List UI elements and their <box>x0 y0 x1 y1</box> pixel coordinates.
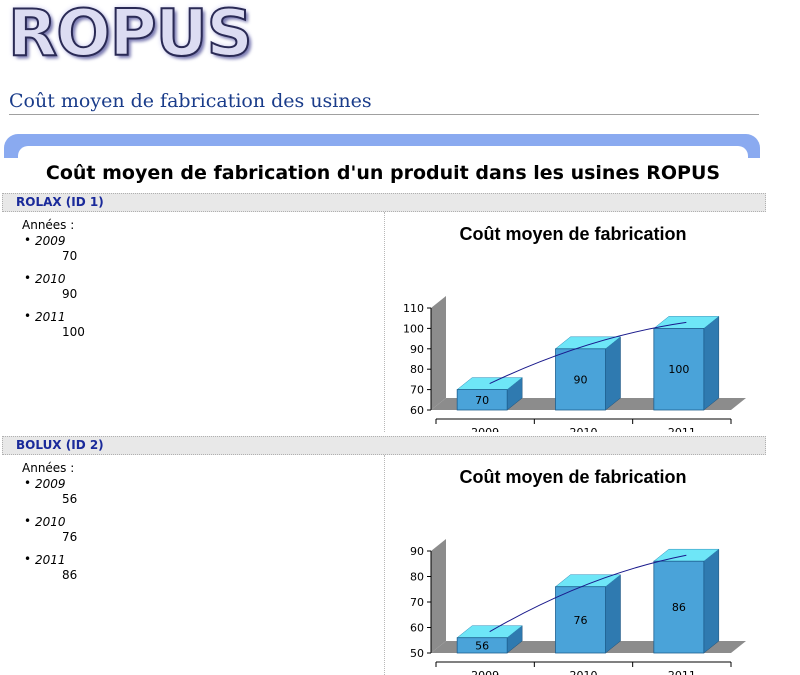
factory-panel-rolax: ROLAX (ID 1) Années : • 2009 70 • 2010 90 • 2… <box>2 193 766 432</box>
year-label: 2009 <box>35 234 66 248</box>
years-list: Années : • 2009 56 • 2010 76 • 2011 86 <box>22 461 77 591</box>
data-label: 90 <box>574 373 588 386</box>
y-tick-label: 90 <box>410 343 424 356</box>
year-label: 2010 <box>35 515 66 529</box>
bar <box>555 348 606 411</box>
bar-chart: 60 70 80 90 100 110 70 2009 90 2010 100 2011 <box>403 296 746 432</box>
x-tick-label: 2009 <box>471 669 499 675</box>
year-label: 2009 <box>35 477 66 491</box>
chart-container: Coût moyen de fabrication 60 70 80 90 100 110… <box>386 212 768 432</box>
chart-container: Coût moyen de fabrication 50607080905620… <box>386 455 768 675</box>
bar <box>456 389 508 411</box>
factory-panel-bolux: BOLUX (ID 2) Années : • 2009 56 • 2010 76 • 2… <box>2 436 766 675</box>
factory-header: ROLAX (ID 1) <box>2 193 766 212</box>
bar <box>653 328 705 411</box>
x-tick-label: 2010 <box>570 669 598 675</box>
list-item: • 2011 100 <box>24 309 85 339</box>
y-tick-label: 100 <box>403 322 424 335</box>
year-label: 2011 <box>35 553 66 567</box>
section-title: Coût moyen de fabrication d'un produit d… <box>45 162 721 184</box>
y-tick-label: 50 <box>410 647 424 660</box>
column-divider <box>384 212 385 432</box>
y-tick-label: 90 <box>410 545 424 558</box>
factory-body: Années : • 2009 70 • 2010 90 • 2011 100 Coût m… <box>2 212 766 432</box>
years-list: Années : • 2009 70 • 2010 90 • 2011 100 <box>22 218 85 348</box>
year-value: 86 <box>62 568 78 582</box>
data-label: 100 <box>668 363 689 376</box>
trend-line <box>489 554 687 633</box>
years-label: Années : <box>22 461 75 475</box>
page-title: Coût moyen de fabrication des usines <box>9 90 759 115</box>
list-item: • 2010 76 <box>24 514 78 544</box>
y-tick-label: 60 <box>410 622 424 635</box>
decorative-band-inner <box>18 146 748 160</box>
list-item: • 2011 86 <box>24 552 78 582</box>
chart-title: Coût moyen de fabrication <box>459 224 687 244</box>
y-tick-label: 70 <box>410 596 424 609</box>
y-tick-label: 80 <box>410 363 424 376</box>
x-tick-label: 2009 <box>471 426 499 432</box>
data-label: 70 <box>475 394 489 407</box>
year-value: 56 <box>62 492 78 506</box>
data-label: 86 <box>672 601 686 614</box>
years-label: Années : <box>22 218 75 232</box>
chart-title: Coût moyen de fabrication <box>459 467 687 487</box>
year-value: 76 <box>62 530 78 544</box>
chart-back-wall <box>431 539 446 653</box>
y-tick-label: 60 <box>410 404 424 417</box>
column-divider <box>384 455 385 675</box>
year-value: 100 <box>62 325 85 339</box>
bar-chart: 5060708090562009762010862011 <box>410 539 746 675</box>
year-label: 2010 <box>35 272 66 286</box>
data-label: 76 <box>574 614 588 627</box>
x-tick-label: 2010 <box>570 426 598 432</box>
y-tick-label: 70 <box>410 384 424 397</box>
year-value: 90 <box>62 287 78 301</box>
bar-side <box>605 336 621 411</box>
trend-line <box>489 321 687 385</box>
y-tick-label: 80 <box>410 571 424 584</box>
bar-side <box>605 574 621 654</box>
factory-body: Années : • 2009 56 • 2010 76 • 2011 86 Coût mo… <box>2 455 766 675</box>
ropus-logo: ROPUS <box>7 0 254 72</box>
list-item: • 2009 56 <box>24 476 78 506</box>
year-label: 2011 <box>35 310 66 324</box>
y-tick-label: 110 <box>403 302 424 315</box>
x-tick-label: 2011 <box>668 669 696 675</box>
list-item: • 2010 90 <box>24 271 85 302</box>
chart-back-wall <box>431 296 446 410</box>
bar-side <box>703 315 720 411</box>
factory-header: BOLUX (ID 2) <box>2 436 766 455</box>
x-tick-label: 2011 <box>668 426 696 432</box>
bar <box>653 560 705 654</box>
year-value: 70 <box>62 249 78 263</box>
bar-side <box>703 548 720 654</box>
list-item: • 2009 70 <box>24 233 85 264</box>
